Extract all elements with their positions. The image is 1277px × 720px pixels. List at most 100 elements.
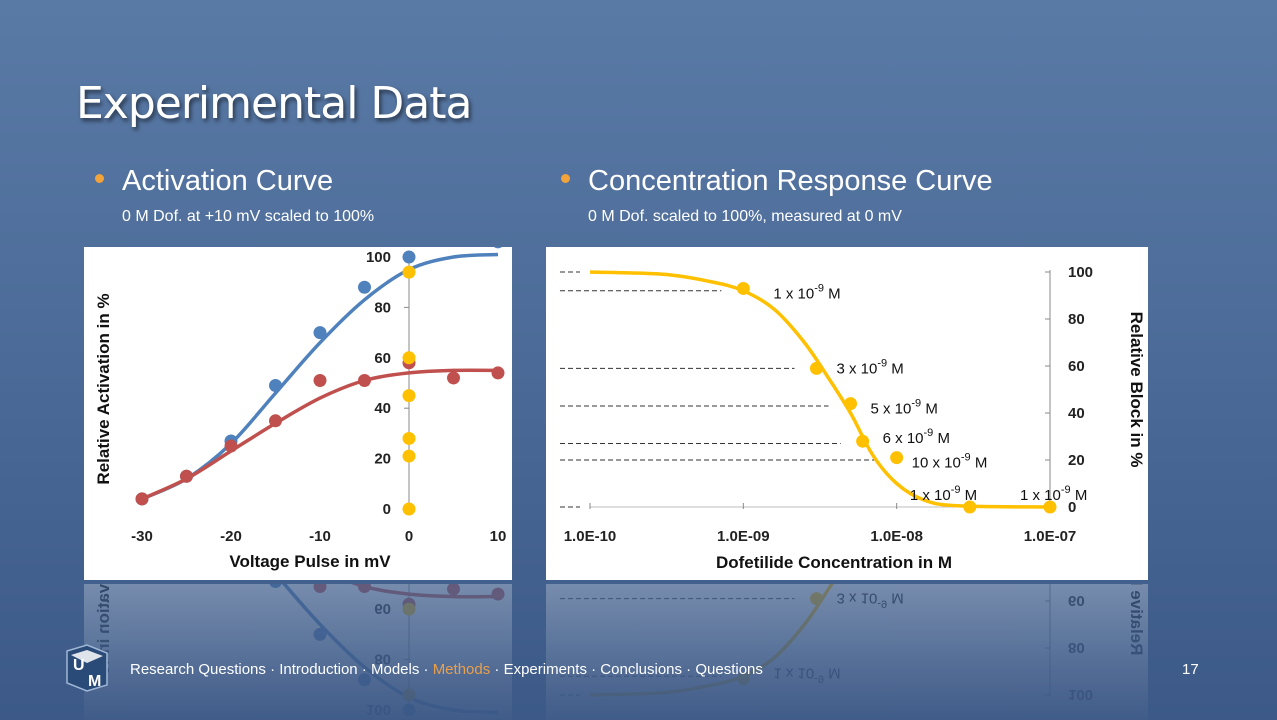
data-point [313,627,327,641]
concentration-chart: 0 20 40 60 80 100 1.0E-10 1.0E-09 1.0E-08 1.0E-07… [560,264,1146,572]
y-tick-label: 20 [374,451,391,468]
data-point [491,587,505,601]
footer-link-conclusions[interactable]: Conclusions [600,661,683,678]
footer-link-introduction[interactable]: Introduction [279,661,358,678]
data-point [402,250,416,264]
y-tick-label: 80 [374,299,391,316]
data-point [402,502,416,516]
data-point [491,366,505,380]
x-tick-label: 10 [490,528,507,545]
y-tick-label: 20 [1068,452,1085,469]
data-point [358,673,371,687]
x-tick-label: 1.0E-07 [1024,528,1077,545]
y-axis-title: Relative Activation in % [94,293,113,484]
x-axis-title: Dofetilide Concentration in M [716,553,952,572]
data-label: 1 x 10-9 M [773,282,840,302]
data-point [358,373,371,387]
y-tick-label: 80 [1068,639,1085,656]
data-point [736,281,750,295]
footer-link-models[interactable]: Models [370,661,420,678]
y-tick-label: 80 [374,651,391,668]
footer-separator: · [682,661,696,678]
data-point [447,371,460,385]
data-point [402,602,416,616]
data-label: 1 x 10-9 M [773,665,840,685]
footer-link-methods[interactable]: Methods [432,661,491,678]
footer-separator: · [265,661,280,678]
series-1-curve [141,584,499,599]
x-tick-label: -10 [309,528,331,545]
data-point [180,469,193,483]
data-point [269,584,282,588]
y-tick-label: 100 [366,249,391,266]
data-point [402,351,416,365]
footer-separator: · [490,661,504,678]
y-axis-title: Relative Block in % [1127,312,1146,468]
data-point [402,688,416,702]
data-label: 5 x 10-9 M [871,398,938,418]
data-point [402,597,416,611]
concentration-chart-reflection: 0204060801001.0E-101.0E-091.0E-081.0E-07… [546,584,1148,720]
x-tick-label: 0 [405,528,413,545]
data-point [313,373,327,387]
y-tick-label: 100 [366,701,391,718]
data-point [402,389,416,403]
x-tick-label: -20 [220,528,242,545]
data-label: 3 x 10-9 M [836,357,903,377]
y-tick-label: 100 [1068,264,1093,281]
response-curve [589,270,1051,509]
y-tick-label: 0 [383,501,391,518]
activation-subtitle: 0 M Dof. at +10 mV scaled to 100% [122,208,375,225]
data-label: 1 x 10-9 M [910,484,977,504]
y-tick-label: 100 [1068,686,1093,703]
logo-letter-u: U [73,657,85,674]
data-point [358,584,371,594]
data-point [736,672,750,686]
bullet-concentration-response: Concentration Response Curve [561,165,993,198]
data-point [890,451,904,465]
footer-link-research-questions[interactable]: Research Questions [130,661,266,678]
data-label: 1 x 10-9 M [1020,484,1087,504]
data-label: 10 x 10-9 M [912,452,988,472]
footer-separator: · [357,661,371,678]
data-point [963,500,977,514]
y-tick-label: 60 [1068,358,1085,375]
data-point [313,326,327,340]
response-curve [589,584,1051,697]
series-1-curve [141,368,499,501]
bullet-activation-curve: Activation Curve [95,165,333,198]
data-point [809,592,823,606]
data-point [1043,500,1057,514]
data-point [402,703,416,717]
y-tick-label: 40 [374,400,391,417]
data-point [313,584,327,594]
footer-link-questions[interactable]: Questions [695,661,763,678]
bullet-dot-icon [95,173,104,183]
bullet-dot-icon [561,173,570,183]
page-number: 17 [1182,661,1199,678]
x-tick-label: -30 [131,528,153,545]
activation-chart-panel: 0 20 40 60 80 100 -30 -20 -10 0 10 Voltage Pulse in… [84,235,512,580]
y-axis-title: Relative Block in % [1127,584,1146,655]
footer-navigation: Research Questions · Introduction · Mode… [130,661,763,678]
y-tick-label: 40 [1068,405,1085,422]
footer-separator: · [419,661,433,678]
x-tick-label: 1.0E-09 [717,528,770,545]
data-point [269,379,282,393]
data-point [491,235,505,249]
data-point [402,431,416,445]
data-point [809,361,823,375]
activation-chart: 0 20 40 60 80 100 -30 -20 -10 0 10 Voltage Pulse in… [94,235,507,571]
concentration-subtitle: 0 M Dof. scaled to 100%, measured at 0 m… [588,208,902,225]
data-point [135,492,149,506]
footer-link-experiments[interactable]: Experiments [503,661,587,678]
logo-letter-m: M [88,673,101,690]
data-point [402,449,416,463]
y-tick-label: 60 [374,350,391,367]
y-tick-label: 80 [1068,311,1085,328]
data-point [447,584,460,596]
data-point [358,280,371,294]
x-tick-label: 1.0E-10 [564,528,617,545]
bullet-label: Activation Curve [122,165,334,197]
